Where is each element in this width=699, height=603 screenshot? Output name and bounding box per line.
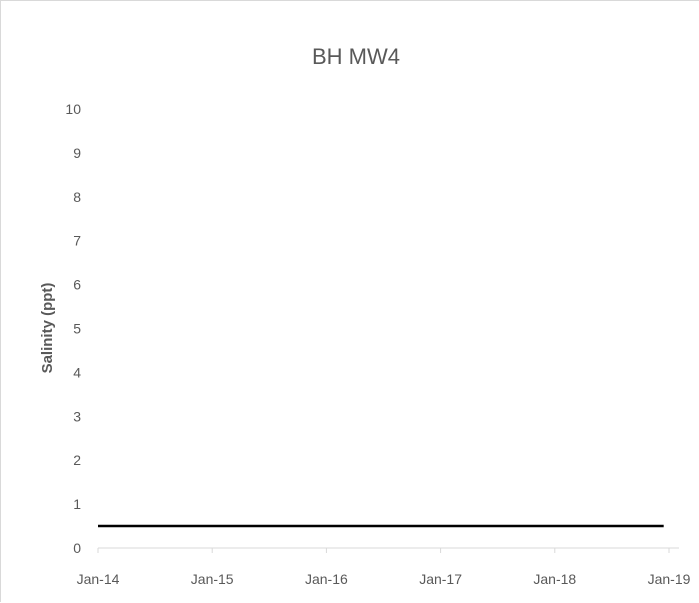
chart-title: BH MW4 [312, 44, 400, 69]
x-tick-label: Jan-16 [305, 571, 348, 587]
x-tick-label: Jan-14 [77, 571, 120, 587]
y-tick-label: 9 [73, 145, 81, 161]
y-tick-label: 2 [73, 452, 81, 468]
y-tick-label: 6 [73, 277, 81, 293]
y-tick-labels: 0 1 2 3 4 5 6 7 8 9 10 [65, 101, 81, 556]
y-tick-label: 0 [73, 540, 81, 556]
y-tick-label: 8 [73, 189, 81, 205]
x-tick-label: Jan-19 [648, 571, 691, 587]
y-tick-label: 1 [73, 496, 81, 512]
y-tick-label: 4 [73, 364, 81, 380]
y-axis-label: Salinity (ppt) [39, 283, 56, 374]
y-tick-label: 10 [65, 101, 81, 117]
x-tick-labels: Jan-14 Jan-15 Jan-16 Jan-17 Jan-18 Jan-19 [77, 548, 691, 587]
y-tick-label: 5 [73, 321, 81, 337]
x-tick-label: Jan-17 [419, 571, 462, 587]
y-tick-label: 7 [73, 233, 81, 249]
y-tick-label: 3 [73, 408, 81, 424]
x-tick-label: Jan-15 [191, 571, 234, 587]
x-tick-label: Jan-18 [533, 571, 576, 587]
